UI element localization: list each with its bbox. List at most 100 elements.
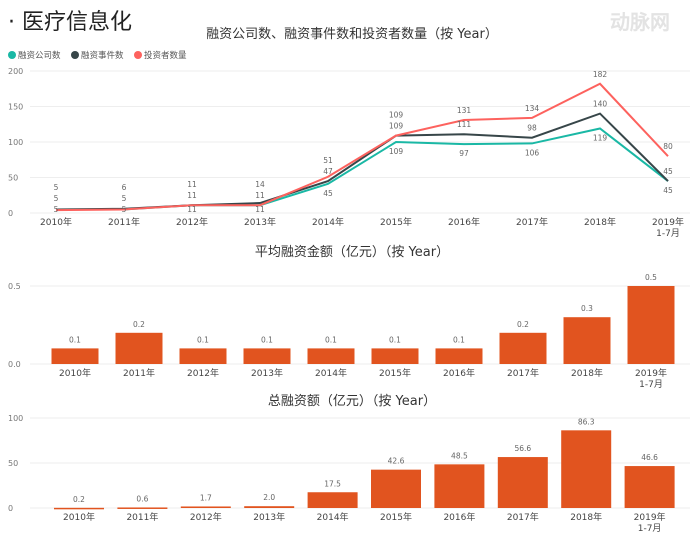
data-label: 51	[323, 156, 333, 165]
data-label: 11	[187, 191, 197, 200]
data-label: 0.1	[453, 335, 465, 344]
x-tick-label: 2018年	[570, 511, 602, 523]
bar	[307, 492, 358, 508]
data-label: 1.7	[200, 493, 212, 502]
data-label: 0.1	[197, 335, 209, 344]
data-label: 111	[457, 120, 472, 129]
x-tick-label: 2013年	[251, 367, 283, 379]
data-label: 0.6	[136, 494, 148, 503]
bar	[371, 469, 421, 508]
x-tick-label: 2014年	[315, 367, 347, 379]
bar	[624, 466, 675, 508]
bar	[371, 348, 419, 364]
bar	[499, 332, 547, 364]
legend-marker	[134, 51, 142, 59]
x-tick-label: 2015年	[379, 367, 411, 379]
data-label: 134	[525, 104, 540, 113]
data-label: 47	[323, 167, 333, 176]
watermark-logo: 动脉网	[610, 10, 670, 34]
series-line	[55, 82, 669, 212]
chart-title: 平均融资金额（亿元）（按 Year）	[255, 244, 449, 260]
data-label: 6	[122, 183, 127, 192]
bar	[179, 348, 227, 364]
data-label: 86.3	[578, 417, 595, 426]
x-tick-label: 2012年	[190, 511, 222, 523]
x-tick-label: 2017年	[507, 511, 539, 523]
legend-label: 投资者数量	[144, 50, 187, 61]
data-label: 0.2	[73, 495, 85, 504]
y-tick-label: 0.0	[8, 360, 21, 369]
x-tick-label: 2013年	[244, 216, 276, 228]
y-tick-label: 50	[8, 174, 18, 183]
bar	[561, 430, 612, 508]
x-tick-label: 2010年	[40, 216, 72, 228]
y-tick-label: 0.5	[8, 282, 21, 291]
data-label: 46.6	[641, 453, 658, 462]
x-tick-label: 2019年	[635, 367, 667, 379]
data-label: 119	[593, 134, 608, 143]
x-tick-label: 2019年	[634, 511, 666, 523]
bar	[54, 507, 104, 510]
data-label: 2.0	[263, 493, 275, 502]
data-label: 5	[122, 205, 127, 214]
data-label: 11	[187, 180, 197, 189]
data-label: 0.5	[645, 273, 657, 282]
x-tick-label: 2010年	[63, 511, 95, 523]
data-label: 5	[54, 194, 59, 203]
data-label: 5	[122, 194, 127, 203]
bar	[117, 507, 168, 509]
data-label: 109	[389, 111, 404, 120]
chart-title: 融资公司数、融资事件数和投资者数量（按 Year）	[206, 26, 498, 42]
x-tick-label: 2012年	[176, 216, 208, 228]
data-label: 98	[527, 124, 537, 133]
y-tick-label: 50	[8, 459, 18, 468]
x-tick-label: 2010年	[59, 367, 91, 379]
x-tick-label: 2018年	[584, 216, 616, 228]
legend-label: 融资公司数	[18, 50, 61, 61]
bar	[627, 286, 675, 364]
x-tick-label: 2014年	[317, 511, 349, 523]
x-tick-label: 2016年	[443, 367, 475, 379]
x-tick-label: 2016年	[443, 511, 475, 523]
data-label: 42.6	[388, 457, 405, 466]
data-label: 109	[389, 122, 404, 131]
bar	[435, 348, 483, 364]
data-label: 0.2	[133, 320, 145, 329]
bar	[51, 348, 99, 364]
bar	[115, 332, 163, 364]
x-tick-label: 2013年	[253, 511, 285, 523]
x-tick-label: 2011年	[123, 367, 155, 379]
x-tick-label: 2014年	[312, 216, 344, 228]
chart-title: 总融资额（亿元）（按 Year）	[268, 394, 436, 409]
x-tick-label: 1-7月	[656, 228, 680, 239]
y-tick-label: 100	[8, 414, 23, 423]
data-label: 11	[255, 191, 265, 200]
data-label: 131	[457, 106, 472, 115]
data-label: 106	[525, 148, 540, 157]
legend-label: 融资事件数	[81, 50, 124, 61]
series-line	[56, 127, 669, 211]
data-label: 140	[593, 100, 608, 109]
bar	[307, 348, 355, 364]
y-tick-label: 100	[8, 138, 23, 147]
data-label: 182	[593, 70, 608, 79]
data-label: 11	[255, 205, 265, 214]
x-tick-label: 2017年	[507, 367, 539, 379]
data-label: 5	[54, 183, 59, 192]
data-label: 0.1	[389, 335, 401, 344]
data-label: 45	[323, 189, 333, 198]
data-label: 17.5	[324, 479, 341, 488]
x-tick-label: 2015年	[380, 511, 412, 523]
bar	[497, 457, 548, 508]
data-label: 0.1	[325, 335, 337, 344]
data-label: 97	[459, 149, 469, 158]
x-tick-label: 2012年	[187, 367, 219, 379]
x-tick-label: 2016年	[448, 216, 480, 228]
x-tick-label: 2018年	[571, 367, 603, 379]
data-label: 56.6	[514, 444, 531, 453]
data-label: 48.5	[451, 451, 468, 460]
legend-marker	[71, 51, 79, 59]
data-label: 45	[663, 167, 673, 176]
data-label: 0.1	[69, 335, 81, 344]
